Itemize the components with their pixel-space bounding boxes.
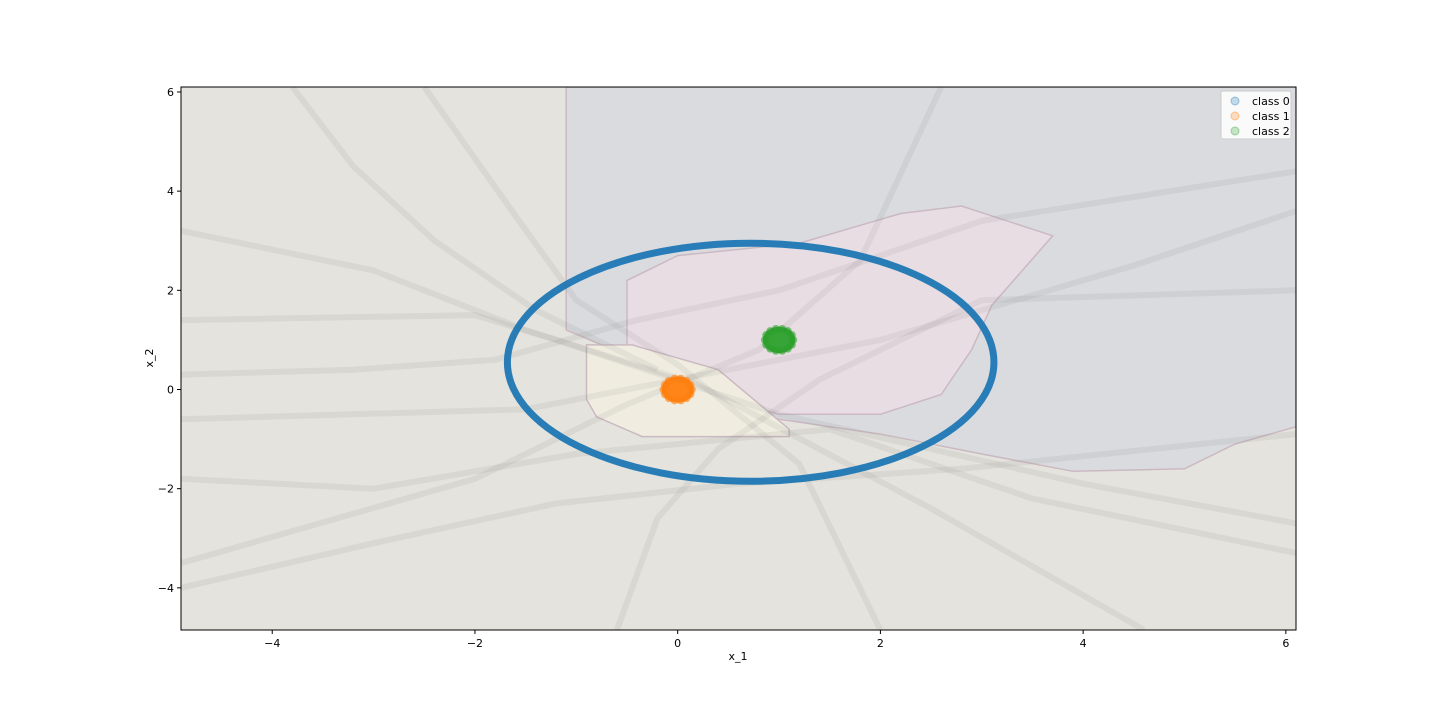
y-tick-label: −2 <box>158 483 174 496</box>
boundary-texture-line <box>181 87 944 566</box>
series-ring-class-0 <box>503 239 998 485</box>
legend-label-class-2: class 2 <box>1252 125 1290 138</box>
boundary-texture-line <box>614 287 1296 630</box>
x-tick-label: 0 <box>674 637 681 650</box>
legend-marker-class-0 <box>1230 96 1240 106</box>
x-tick-label: 6 <box>1282 637 1289 650</box>
y-axis: −4 −2 0 2 4 6 <box>158 86 181 595</box>
series-point-class-1 <box>686 380 695 389</box>
boundary-texture-line <box>181 312 1296 527</box>
x-tick-label: 2 <box>877 637 884 650</box>
series-point-class-2 <box>771 325 780 334</box>
legend-label-class-0: class 0 <box>1252 95 1290 108</box>
plot-frame <box>180 86 1297 631</box>
series-point-class-1 <box>670 374 679 383</box>
x-tick-label: −2 <box>467 637 483 650</box>
boundary-texture-line <box>290 87 659 373</box>
boundary-texture-line <box>181 168 1296 378</box>
series-point-class-2 <box>778 346 787 355</box>
x-tick-label: −4 <box>264 637 280 650</box>
y-tick-label: 2 <box>167 284 174 297</box>
legend-box <box>1220 90 1292 140</box>
legend-marker-class-1 <box>1230 111 1240 121</box>
boundary-texture-line <box>421 87 884 630</box>
boundary-texture-line <box>181 431 1296 591</box>
y-axis-label: x_2 <box>143 348 156 367</box>
legend-label-class-1: class 1 <box>1252 110 1290 123</box>
series-point-class-2 <box>787 331 796 340</box>
data-series <box>503 239 998 485</box>
x-tick-label: 4 <box>1080 637 1087 650</box>
boundary-texture-line <box>181 227 1146 630</box>
x-axis-label: x_1 <box>728 650 747 663</box>
y-tick-label: −4 <box>158 582 174 595</box>
series-point-class-1 <box>676 396 685 405</box>
legend: class 0 class 1 class 2 <box>1220 90 1292 140</box>
boundary-texture <box>181 87 1296 630</box>
x-axis: −4 −2 0 2 4 6 <box>264 630 1289 650</box>
y-tick-label: 4 <box>167 185 174 198</box>
boundary-texture-line <box>181 426 1296 557</box>
y-tick-label: 0 <box>167 383 174 396</box>
legend-marker-class-2 <box>1230 126 1240 136</box>
boundary-texture-line <box>181 208 1296 423</box>
y-tick-label: 6 <box>167 86 174 99</box>
